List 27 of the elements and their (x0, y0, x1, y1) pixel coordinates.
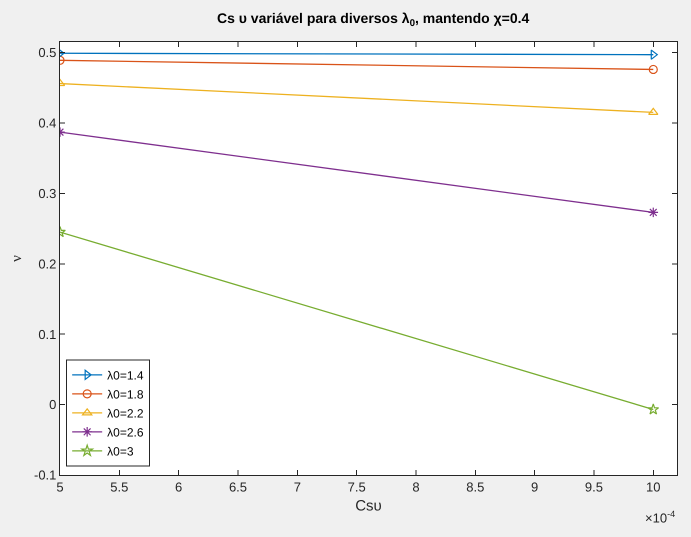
x-tick-label: 7 (294, 480, 301, 495)
chart-title: Cs υ variável para diversos λ$_{0}$, mantendo χ=0.4 (216, 10, 530, 30)
legend-label: λ0=1.4 (107, 368, 144, 383)
y-axis-title: ν (9, 254, 26, 262)
x-tick-label: 9.5 (584, 480, 603, 495)
legend-label: λ0=1.8 (107, 388, 144, 402)
x-tick-label: 5 (56, 480, 64, 495)
y-tick-label: 0.2 (38, 256, 56, 272)
x-tick-label: 8 (412, 480, 420, 495)
legend-label: λ0=2.6 (107, 426, 144, 440)
y-tick-label: 0.1 (38, 326, 56, 342)
x-tick-label: 10 (646, 480, 661, 495)
x-axis-title: Csυ (355, 498, 382, 515)
legend-label: λ0=3 (107, 444, 134, 459)
legend-label: λ0=2.2 (107, 406, 144, 421)
y-tick-label: 0.5 (38, 45, 56, 60)
x-tick-label: 8.5 (466, 480, 484, 495)
x-tick-label: 5.5 (110, 480, 128, 495)
y-tick-label: 0 (49, 397, 56, 412)
x-tick-label: 7.5 (348, 480, 366, 495)
y-tick-label: 0.3 (38, 186, 56, 201)
text: ×10$^{-4}$ (645, 509, 676, 526)
x-tick-label: 9 (531, 480, 538, 495)
x-tick-label: 6.5 (228, 480, 248, 495)
y-tick-label: -0.1 (34, 468, 56, 483)
x-tick-label: 6 (175, 480, 182, 495)
y-tick-label: 0.4 (38, 116, 56, 131)
